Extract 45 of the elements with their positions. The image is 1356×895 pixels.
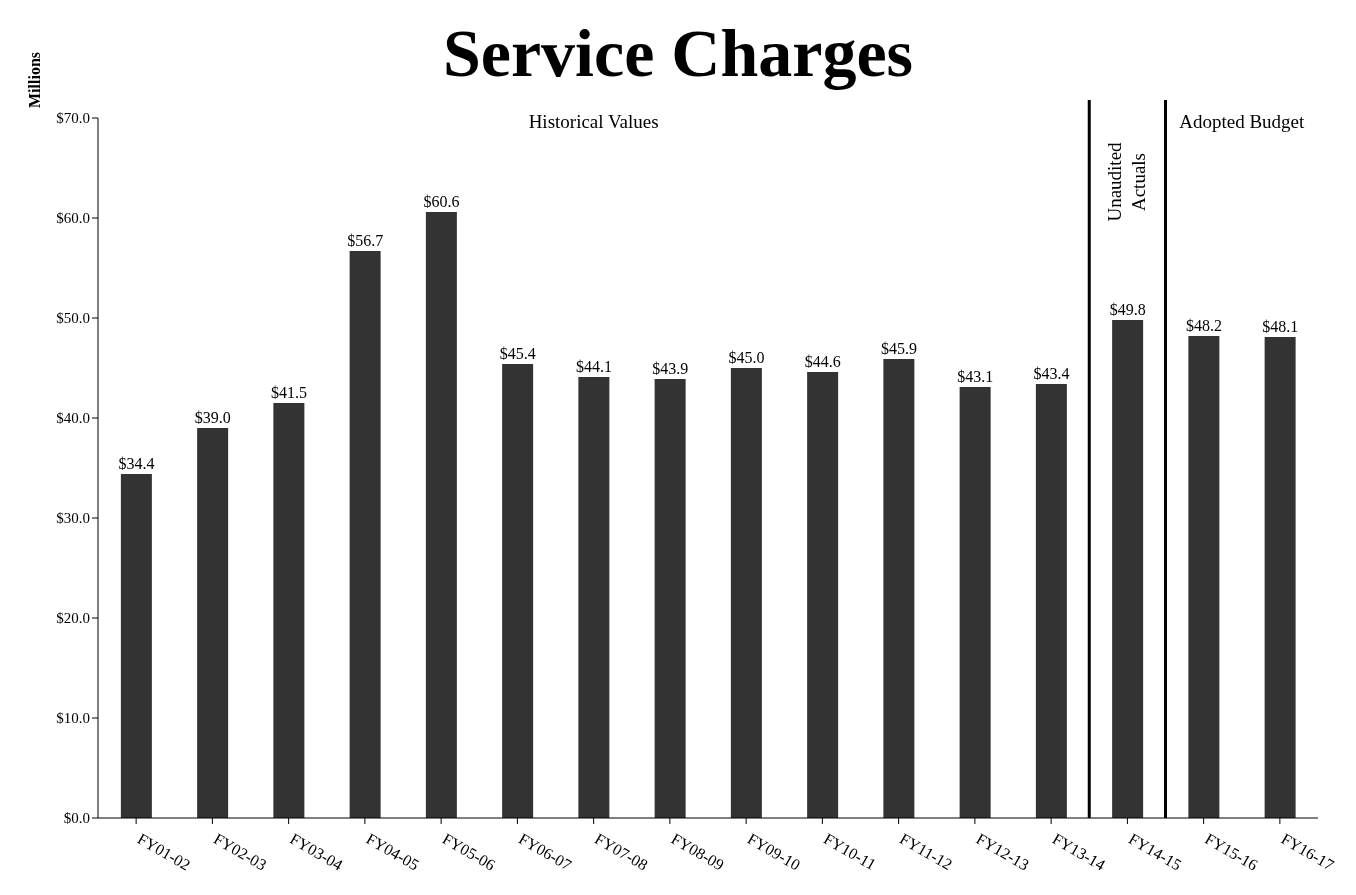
bar [883, 359, 915, 818]
bar [502, 364, 534, 818]
bar [1112, 320, 1144, 818]
bar [807, 372, 839, 818]
data-label: $56.7 [347, 232, 384, 249]
data-label: $48.2 [1185, 317, 1222, 334]
bar [1188, 336, 1220, 818]
data-label: $44.1 [575, 358, 612, 375]
data-label: $43.9 [652, 360, 689, 377]
y-axis-title: Millions [26, 51, 44, 108]
y-tick-label: $0.0 [63, 810, 90, 827]
y-tick-label: $60.0 [56, 210, 90, 227]
bar [197, 428, 229, 818]
bar [959, 387, 991, 818]
y-tick-label: $40.0 [56, 410, 90, 427]
data-label: $44.6 [804, 353, 841, 370]
data-label: $45.4 [499, 345, 536, 362]
y-tick-label: $30.0 [56, 510, 90, 527]
bar [349, 251, 381, 818]
annotation: Adopted Budget [1178, 110, 1306, 134]
data-label: $45.9 [880, 340, 917, 357]
data-label: $43.4 [1033, 365, 1070, 382]
data-label: $41.5 [270, 384, 307, 401]
bar [1264, 337, 1296, 818]
bar [120, 474, 152, 818]
bar [273, 403, 305, 818]
data-label: $49.8 [1109, 301, 1146, 318]
annotation: Historical Values [527, 110, 660, 134]
bar [1035, 384, 1067, 818]
annotation: Unaudited Actuals [1103, 141, 1151, 224]
y-tick-label: $10.0 [56, 710, 90, 727]
data-label: $60.6 [423, 193, 460, 210]
bar [578, 377, 610, 818]
bar [425, 212, 457, 818]
data-label: $48.1 [1262, 318, 1299, 335]
y-tick-label: $70.0 [56, 110, 90, 127]
data-label: $43.1 [957, 368, 994, 385]
data-label: $34.4 [118, 455, 155, 472]
y-tick-label: $50.0 [56, 310, 90, 327]
chart-title: Service Charges [442, 15, 914, 91]
bar [730, 368, 762, 818]
data-label: $39.0 [194, 409, 231, 426]
bar [654, 379, 686, 818]
data-label: $45.0 [728, 349, 765, 366]
y-tick-label: $20.0 [56, 610, 90, 627]
